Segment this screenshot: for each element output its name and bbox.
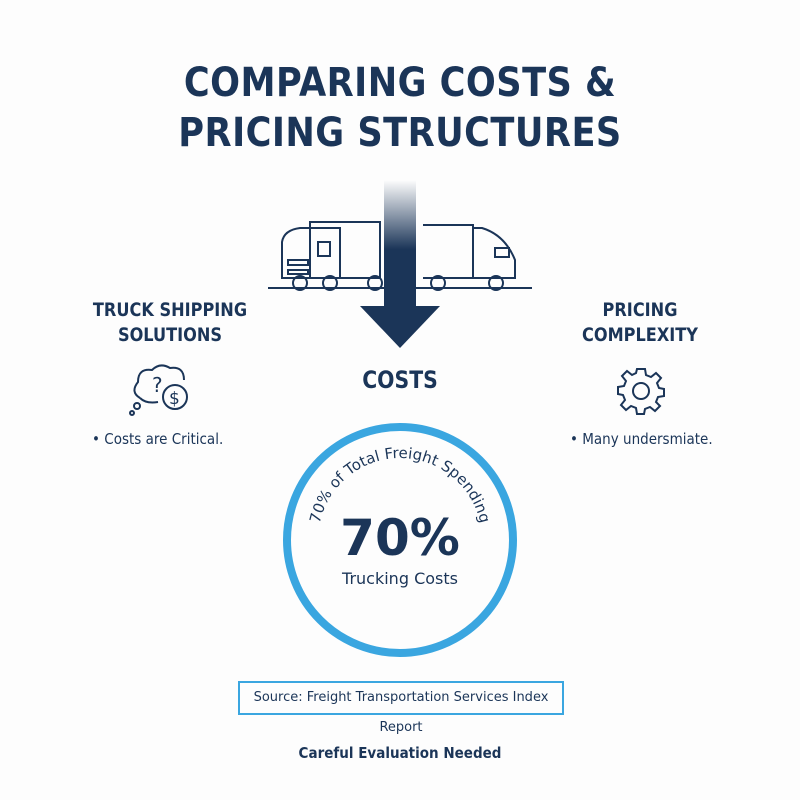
gear-icon	[617, 368, 665, 415]
left-bullet: • Costs are Critical.	[92, 430, 224, 448]
source-box: Source: Freight Transportation Services …	[238, 681, 564, 735]
footer-text: Careful Evaluation Needed	[298, 744, 502, 762]
percentage-value: 70%	[340, 509, 460, 567]
trucks-with-down-arrow-icon	[268, 180, 532, 348]
right-heading: PRICING COMPLEXITY	[582, 299, 698, 346]
thought-bubble-question-dollar-icon: ? $	[129, 364, 188, 416]
svg-text:?: ?	[152, 373, 163, 397]
costs-label: COSTS	[362, 366, 438, 394]
page-title: COMPARING COSTS & PRICING STRUCTURES	[178, 60, 622, 156]
right-bullet: • Many undersmiate.	[570, 430, 713, 448]
svg-text:$: $	[169, 389, 180, 409]
percentage-caption: Trucking Costs	[341, 569, 458, 588]
percentage-circle: 70% of Total Freight Spending 70% Trucki…	[283, 423, 517, 657]
left-heading: TRUCK SHIPPING SOLUTIONS	[92, 299, 248, 346]
